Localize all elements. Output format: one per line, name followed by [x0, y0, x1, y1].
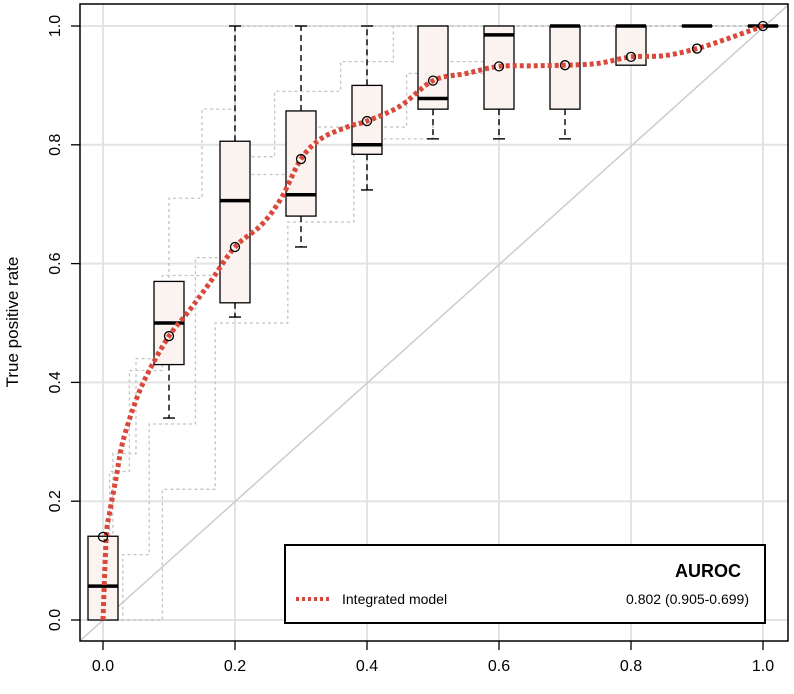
legend-box	[284, 544, 766, 624]
individual-roc-curve	[103, 25, 763, 621]
x-tick-label: 0.4	[356, 658, 378, 675]
boxplot	[417, 25, 449, 140]
x-axis: 0.0 0.2 0.4 0.6 0.8 1.0	[92, 641, 774, 675]
mean-curve-layer	[100, 23, 764, 621]
box-iqr	[417, 25, 449, 110]
box-iqr	[87, 535, 119, 621]
mean-point	[97, 531, 109, 542]
y-tick-label: 0.0	[47, 609, 64, 631]
mean-point	[427, 75, 439, 86]
boxplot	[351, 25, 383, 191]
mean-point	[361, 115, 373, 127]
boxplot-layer	[87, 24, 779, 621]
y-tick-label: 0.6	[47, 252, 64, 274]
legend: AUROC Integrated model 0.802 (0.905-0.69…	[284, 544, 766, 624]
x-tick-label: 1.0	[752, 658, 774, 675]
y-tick-label: 0.4	[47, 371, 64, 393]
boxplot	[483, 25, 515, 140]
x-tick-label: 0.8	[620, 658, 642, 675]
y-axis-label: True positive rate	[3, 257, 22, 388]
x-tick-label: 0.0	[92, 658, 114, 675]
boxplot	[153, 280, 185, 419]
boxplot	[219, 25, 251, 318]
mean-point	[163, 330, 175, 342]
mean-point	[757, 20, 769, 32]
y-axis: 0.0 0.2 0.4 0.6 0.8 1.0	[47, 15, 80, 631]
boxplot	[285, 25, 317, 248]
mean-point	[493, 61, 505, 72]
y-tick-label: 1.0	[47, 15, 64, 37]
mean-point	[229, 241, 241, 253]
boxplot	[87, 535, 119, 621]
plot-frame	[79, 3, 789, 642]
mean-roc-curve	[100, 23, 764, 621]
reference-line-layer	[79, 4, 789, 642]
legend-entry-value: 0.802 (0.905-0.699)	[626, 591, 749, 607]
x-tick-label: 0.2	[224, 658, 246, 675]
mean-point	[559, 60, 571, 71]
legend-title: AUROC	[675, 561, 741, 581]
mean-point	[625, 51, 637, 63]
boxplot	[549, 24, 581, 140]
box-iqr	[219, 140, 251, 304]
y-tick-label: 0.8	[47, 134, 64, 156]
legend-entry-label: Integrated model	[342, 591, 447, 607]
mean-point	[691, 43, 703, 54]
reference-diagonal	[79, 4, 789, 642]
mean-point	[295, 153, 307, 165]
mean-points-layer	[97, 20, 769, 542]
x-tick-label: 0.6	[488, 658, 510, 675]
y-tick-label: 0.2	[47, 490, 64, 512]
